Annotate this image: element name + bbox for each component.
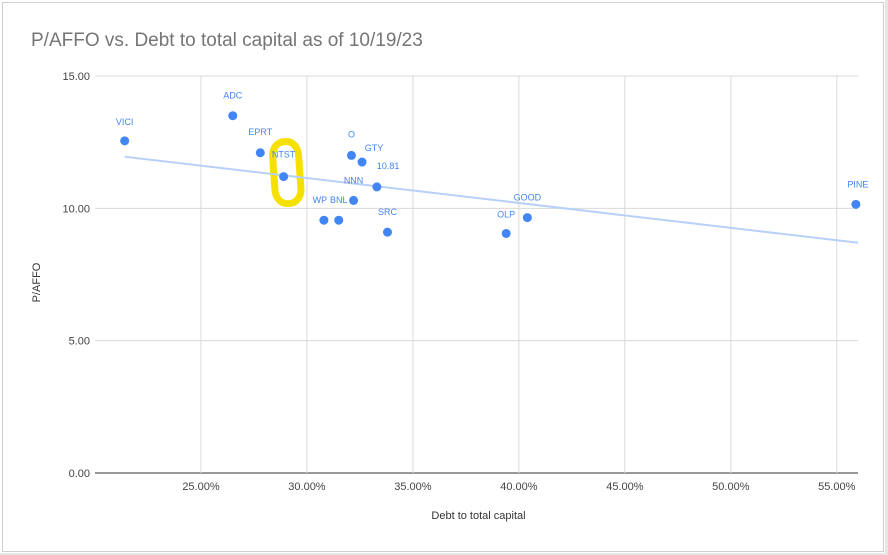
trendline	[124, 155, 859, 244]
data-point	[382, 227, 392, 237]
data-point	[372, 182, 382, 192]
data-label: O	[348, 129, 355, 139]
x-axis-title: Debt to total capital	[431, 510, 525, 522]
x-tick-label: 50.00%	[712, 481, 750, 493]
data-point	[279, 172, 289, 182]
sheet-gridline	[0, 553, 888, 555]
data-label: VICI	[116, 117, 134, 127]
data-label: GTY	[365, 143, 384, 153]
data-point	[228, 111, 238, 121]
data-label: NTST	[272, 150, 296, 160]
y-tick-label: 10.00	[62, 203, 90, 215]
data-point	[319, 215, 329, 225]
data-point	[120, 136, 130, 146]
data-label: EPRT	[248, 127, 272, 137]
y-tick-label: 5.00	[69, 336, 90, 348]
sheet-gridline	[885, 0, 888, 555]
x-tick-label: 30.00%	[288, 481, 326, 493]
y-tick-label: 0.00	[69, 468, 90, 480]
data-point	[346, 150, 356, 160]
data-point	[522, 213, 532, 223]
data-label: SRC	[378, 207, 398, 217]
data-point	[501, 228, 511, 238]
data-point	[334, 215, 344, 225]
data-point	[255, 148, 265, 158]
data-point	[349, 195, 359, 205]
x-tick-label: 55.00%	[818, 481, 856, 493]
x-tick-label: 45.00%	[606, 481, 644, 493]
data-label: NNN	[344, 175, 364, 185]
data-point	[357, 157, 367, 167]
data-label: OLP	[497, 209, 515, 219]
data-label: WP	[313, 195, 328, 205]
x-tick-label: 25.00%	[182, 481, 220, 493]
data-label: ADC	[223, 91, 243, 101]
data-point	[851, 199, 861, 209]
y-tick-label: 15.00	[62, 71, 90, 83]
data-label: GOOD	[514, 193, 542, 203]
chart-title: P/AFFO vs. Debt to total capital as of 1…	[31, 30, 423, 51]
data-label: 10.81	[377, 161, 400, 171]
y-axis-title: P/AFFO	[31, 262, 43, 302]
data-label: BNL	[330, 195, 348, 205]
x-tick-label: 35.00%	[394, 481, 432, 493]
x-tick-label: 40.00%	[500, 481, 538, 493]
data-label: PINE	[847, 179, 868, 189]
